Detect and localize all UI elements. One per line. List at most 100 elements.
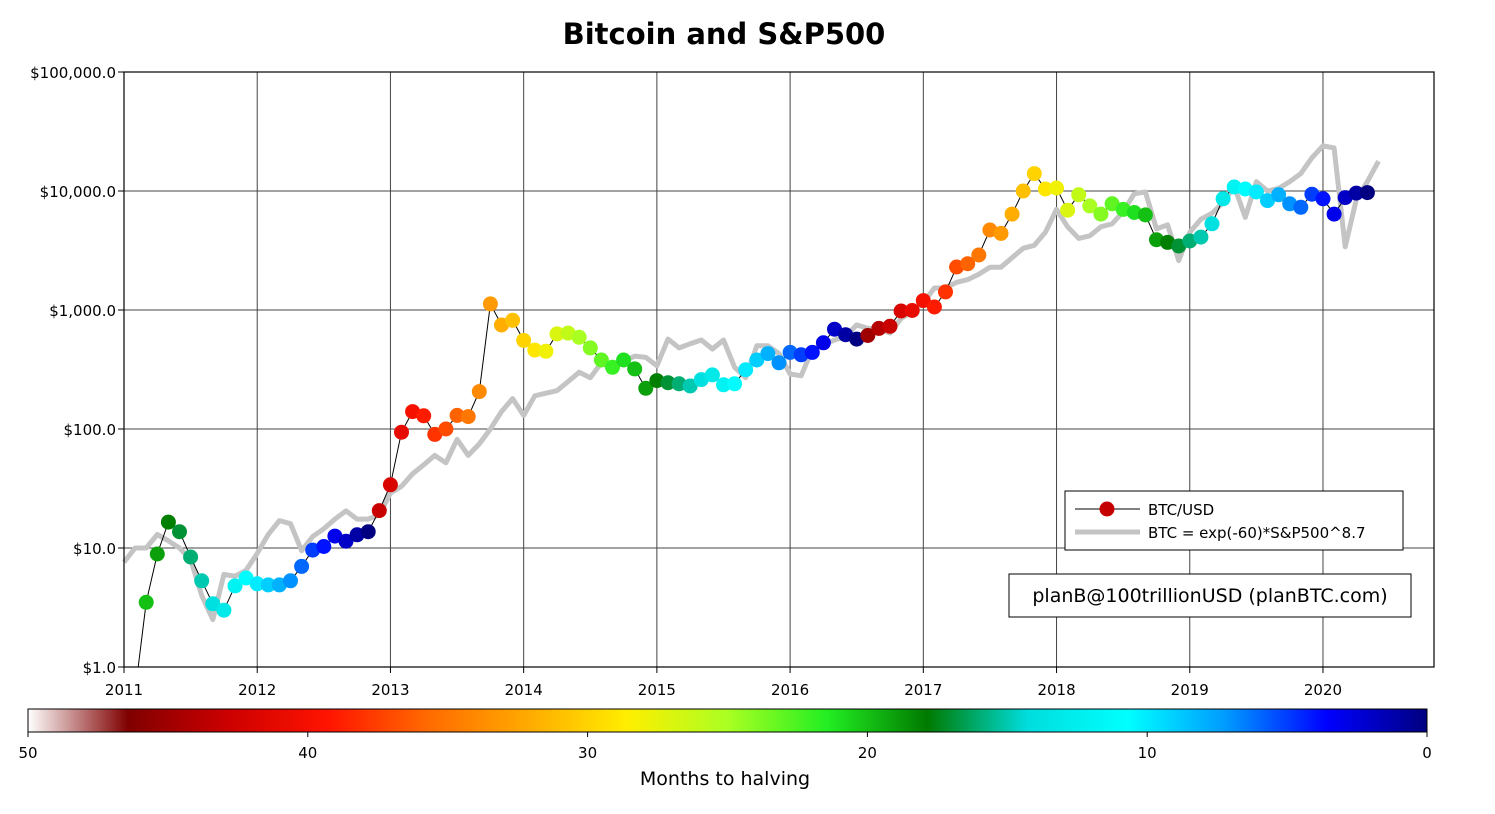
btc-data-point [871, 320, 887, 336]
btc-data-point [549, 326, 565, 342]
annotation-frame [1008, 573, 1412, 618]
x-tick-label: 2011 [105, 681, 143, 699]
btc-data-point [382, 477, 398, 493]
btc-data-point [860, 328, 876, 343]
btc-data-point [971, 247, 987, 263]
x-tick-label: 2015 [638, 681, 676, 699]
colorbar-label: Months to halving [640, 768, 810, 790]
annotation-box: planB@100trillionUSD (planBTC.com) [1008, 573, 1412, 618]
legend-label-model: BTC = exp(-60)*S&P500^8.7 [1148, 524, 1366, 542]
btc-data-point [638, 380, 654, 396]
btc-data-point [616, 352, 632, 368]
colorbar: 50 40 30 20 10 0 Months to halving [18, 708, 1432, 790]
btc-data-point [671, 376, 687, 392]
btc-data-point [682, 378, 698, 394]
btc-data-point [660, 375, 676, 391]
btc-data-point [1260, 193, 1275, 209]
btc-data-point [205, 596, 221, 612]
btc-data-point [771, 355, 787, 371]
btc-data-point [804, 344, 820, 360]
btc-data-point [649, 373, 665, 389]
x-tick-label: 2018 [1037, 681, 1075, 699]
legend-box [1064, 490, 1404, 551]
btc-data-point [1326, 206, 1342, 222]
btc-data-point [449, 407, 465, 423]
btc-data-point [1093, 206, 1109, 222]
btc-data-point [1315, 191, 1331, 207]
btc-data-point [283, 573, 298, 589]
y-tick-label: $10.0 [73, 540, 116, 558]
btc-data-point [1015, 183, 1031, 199]
btc-data-point [482, 296, 498, 312]
x-tick-label: 2016 [771, 681, 809, 699]
btc-data-point [1037, 181, 1053, 197]
btc-data-point [527, 342, 543, 358]
btc-data-point [227, 578, 243, 594]
btc-data-point [316, 539, 332, 554]
chart-title: Bitcoin and S&P500 [563, 17, 886, 51]
btc-data-point [1193, 229, 1209, 245]
colorbar-tick-label: 0 [1422, 744, 1432, 762]
btc-data-point [704, 367, 720, 383]
btc-data-point [893, 303, 909, 319]
btc-data-point [238, 570, 254, 586]
btc-data-point [216, 602, 232, 618]
btc-data-point [938, 284, 953, 300]
x-axis: 2011 2012 2013 2014 2015 2016 2017 2018 2019 2020 [105, 667, 1342, 699]
btc-data-point [160, 514, 176, 530]
btc-data-point [183, 549, 199, 565]
x-tick-label: 2014 [505, 681, 543, 699]
btc-data-point [1082, 198, 1098, 214]
btc-data-point [471, 384, 487, 400]
x-tick-label: 2019 [1171, 681, 1209, 699]
x-tick-label: 2020 [1304, 681, 1342, 699]
btc-data-point [194, 573, 210, 589]
btc-data-point [1348, 185, 1364, 201]
y-tick-label: $1.0 [83, 659, 116, 677]
btc-data-point [1359, 185, 1375, 201]
legend-swatch-btc-dot [1099, 501, 1115, 517]
btc-data-point [1049, 180, 1064, 196]
btc-data-point [427, 426, 443, 442]
btc-data-point [749, 352, 765, 368]
btc-data-point [960, 256, 976, 272]
btc-data-point [760, 346, 776, 362]
btc-data-point [260, 577, 276, 593]
btc-data-point [172, 524, 187, 540]
btc-data-point [1104, 196, 1120, 212]
btc-data-point [1060, 202, 1076, 218]
btc-data-point [1004, 206, 1020, 222]
btc-data-point [1204, 216, 1220, 232]
y-tick-label: $10,000.0 [40, 183, 116, 201]
btc-data-point [416, 408, 432, 424]
colorbar-gradient-bar [27, 708, 1428, 733]
x-tick-label: 2012 [238, 681, 276, 699]
btc-data-point [915, 293, 931, 309]
btc-data-point [827, 321, 842, 337]
btc-data-point [1271, 187, 1287, 203]
annotation-text: planB@100trillionUSD (planBTC.com) [1032, 585, 1387, 607]
btc-data-point [882, 318, 898, 334]
colorbar-tick-label: 30 [578, 744, 597, 762]
y-tick-label: $100,000.0 [30, 64, 116, 82]
btc-data-point [1137, 207, 1153, 223]
btc-data-point [1293, 199, 1309, 215]
colorbar-tick-label: 50 [18, 744, 37, 762]
btc-data-point [926, 299, 942, 315]
btc-data-point [460, 409, 476, 425]
btc-data-point [149, 546, 165, 562]
btc-data-point [1026, 166, 1042, 182]
btc-data-point [438, 421, 454, 437]
btc-data-point [815, 335, 831, 351]
btc-data-point [338, 533, 354, 549]
y-tick-label: $100.0 [64, 421, 117, 439]
legend: BTC/USD BTC = exp(-60)*S&P500^8.7 [1064, 490, 1404, 551]
plot-frame [123, 71, 1435, 668]
btc-data-point [360, 524, 376, 540]
btc-data-point [538, 343, 554, 359]
btc-data-point [627, 361, 643, 377]
colorbar-tick-label: 40 [298, 744, 317, 762]
btc-data-point [738, 362, 754, 378]
